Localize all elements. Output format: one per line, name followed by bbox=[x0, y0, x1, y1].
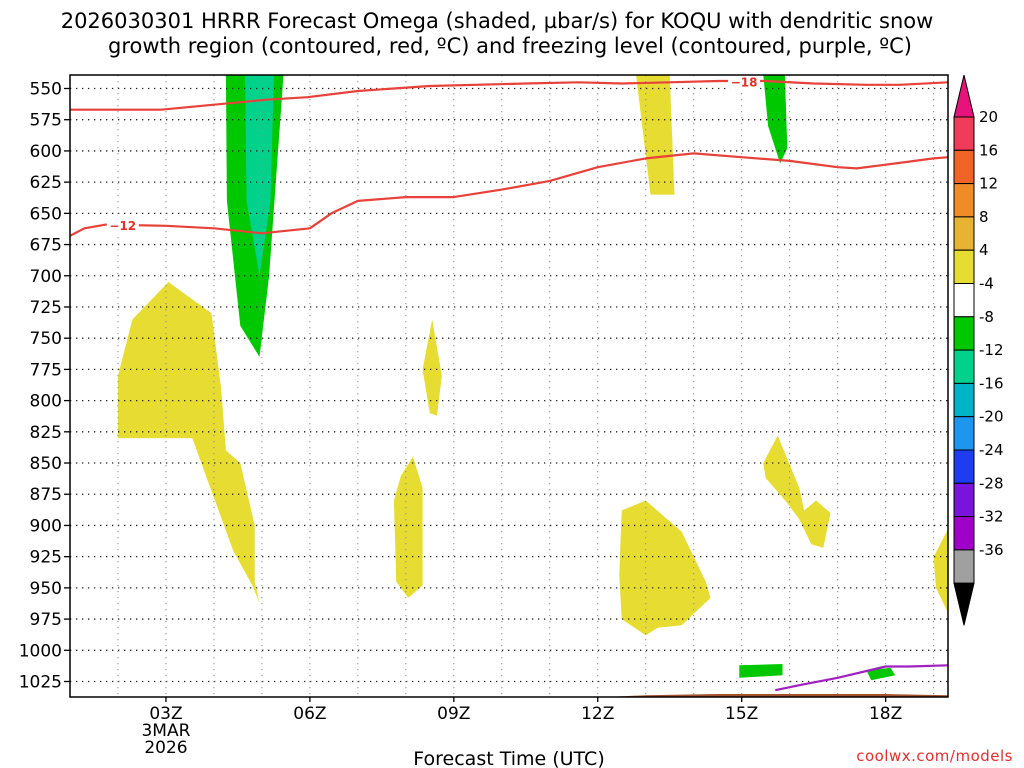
plot-border bbox=[69, 74, 949, 698]
y-tick-label-675: 675 bbox=[30, 236, 62, 256]
contour-line-3 bbox=[775, 664, 949, 692]
colorbar-segment-1 bbox=[953, 116, 975, 151]
x-tick-label-line: 18Z bbox=[869, 704, 902, 724]
x-tick-label-line: 03Z bbox=[149, 704, 182, 724]
y-tick-label-600: 600 bbox=[30, 142, 62, 162]
colorbar-label-4: 4 bbox=[979, 241, 989, 259]
x-tick-label-line: 09Z bbox=[437, 704, 470, 724]
y-tick-label-850: 850 bbox=[30, 454, 62, 474]
x-axis-ticks: 03Z 3MAR 2026 06Z 09Z 12Z 15Z 18Z bbox=[141, 697, 902, 758]
colorbar-label--4: -4 bbox=[979, 275, 994, 293]
y-tick-label-925: 925 bbox=[30, 548, 62, 568]
colorbar-label-20: 20 bbox=[979, 108, 998, 126]
y-tick-label-900: 900 bbox=[30, 516, 62, 536]
colorbar-label--36: -36 bbox=[979, 541, 1004, 559]
colorbar-segment-14 bbox=[953, 549, 975, 584]
colorbar-label--20: -20 bbox=[979, 408, 1004, 426]
omega-region-8 bbox=[763, 75, 788, 164]
colorbar-segment-12 bbox=[953, 482, 975, 518]
colorbar-label-8: 8 bbox=[979, 208, 989, 226]
credit-text: coolwx.com/models bbox=[856, 747, 1013, 765]
colorbar-label-16: 16 bbox=[979, 141, 998, 159]
x-tick-label-3: 03Z 3MAR 2026 bbox=[141, 704, 190, 758]
colorbar-segment-4 bbox=[953, 216, 975, 251]
contour-label-1: −18 bbox=[731, 75, 758, 89]
x-tick-label-18: 18Z bbox=[869, 704, 902, 724]
colorbar-segment-7 bbox=[953, 316, 975, 351]
colorbar-label--32: -32 bbox=[979, 508, 1004, 526]
y-tick-label-725: 725 bbox=[30, 298, 62, 318]
colorbar-top-arrow bbox=[953, 74, 975, 118]
omega-region-6 bbox=[619, 500, 711, 636]
omega-region-12 bbox=[866, 667, 896, 681]
colorbar: 20 16 12 8 4 -4 -8 -12 -16 -20 -24 -28 -32 -36 bbox=[953, 74, 1004, 626]
colorbar-label--28: -28 bbox=[979, 474, 1004, 492]
y-tick-label-700: 700 bbox=[30, 267, 62, 287]
y-tick-label-825: 825 bbox=[30, 423, 62, 443]
x-axis-title: Forecast Time (UTC) bbox=[413, 748, 604, 768]
colorbar-segment-10 bbox=[953, 416, 975, 451]
y-tick-label-950: 950 bbox=[30, 579, 62, 599]
x-tick-label-line: 2026 bbox=[144, 738, 187, 758]
x-tick-label-9: 09Z bbox=[437, 704, 470, 724]
contour-label-bg-1 bbox=[728, 75, 761, 90]
x-tick-label-12: 12Z bbox=[581, 704, 614, 724]
grid-lines bbox=[70, 75, 948, 697]
chart-title: 2026030301 HRRR Forecast Omega (shaded, … bbox=[61, 9, 934, 58]
colorbar-label--24: -24 bbox=[979, 441, 1004, 459]
y-tick-label-575: 575 bbox=[30, 111, 62, 131]
colorbar-segment-6 bbox=[953, 283, 975, 318]
colorbar-label--8: -8 bbox=[979, 308, 994, 326]
contour-lines: −18 −12 bbox=[69, 75, 949, 692]
y-tick-label-975: 975 bbox=[30, 610, 62, 630]
colorbar-segment-2 bbox=[953, 149, 975, 185]
y-tick-label-750: 750 bbox=[30, 329, 62, 349]
x-tick-label-line: 12Z bbox=[581, 704, 614, 724]
plot-frame bbox=[69, 74, 949, 698]
colorbar-bottom-arrow bbox=[953, 582, 975, 626]
x-tick-label-line: 3MAR bbox=[141, 721, 190, 741]
colorbar-segment-5 bbox=[953, 249, 975, 284]
colorbar-segment-8 bbox=[953, 349, 975, 384]
colorbar-segment-9 bbox=[953, 382, 975, 418]
y-tick-label-550: 550 bbox=[30, 80, 62, 100]
omega-region-5 bbox=[393, 456, 423, 598]
colorbar-label--16: -16 bbox=[979, 374, 1004, 392]
omega-region-7 bbox=[636, 75, 675, 195]
omega-region-3 bbox=[118, 282, 260, 603]
x-tick-label-line: 06Z bbox=[293, 704, 326, 724]
y-tick-label-775: 775 bbox=[30, 360, 62, 380]
y-tick-label-800: 800 bbox=[30, 392, 62, 412]
omega-region-2 bbox=[245, 75, 274, 276]
contour-label-2: −12 bbox=[109, 219, 136, 233]
colorbar-label-12: 12 bbox=[979, 175, 998, 193]
y-tick-label-875: 875 bbox=[30, 485, 62, 505]
colorbar-segment-13 bbox=[953, 516, 975, 551]
title-line-1: 2026030301 HRRR Forecast Omega (shaded, … bbox=[61, 9, 934, 33]
colorbar-segment-11 bbox=[953, 449, 975, 484]
omega-region-4 bbox=[422, 319, 442, 416]
x-tick-label-6: 06Z bbox=[293, 704, 326, 724]
omega-region-9 bbox=[763, 435, 831, 548]
title-line-2: growth region (contoured, red, ºC) and f… bbox=[108, 34, 912, 58]
y-tick-label-1000: 1000 bbox=[19, 641, 62, 661]
omega-shading bbox=[118, 75, 948, 681]
omega-region-10 bbox=[933, 529, 948, 613]
x-tick-label-15: 15Z bbox=[725, 704, 758, 724]
y-axis-ticks: 550 575 600 625 650 675 700 725 750 775 800 825 850 8… bbox=[19, 80, 70, 693]
colorbar-label--12: -12 bbox=[979, 341, 1004, 359]
y-tick-label-625: 625 bbox=[30, 173, 62, 193]
omega-region-11 bbox=[739, 664, 783, 678]
colorbar-segment-3 bbox=[953, 183, 975, 218]
contour-line-1 bbox=[70, 79, 949, 111]
x-tick-label-line: 15Z bbox=[725, 704, 758, 724]
y-tick-label-1025: 1025 bbox=[19, 673, 62, 693]
contour-line-2 bbox=[69, 152, 949, 237]
y-tick-label-650: 650 bbox=[30, 204, 62, 224]
contour-label-bg-2 bbox=[106, 218, 139, 233]
